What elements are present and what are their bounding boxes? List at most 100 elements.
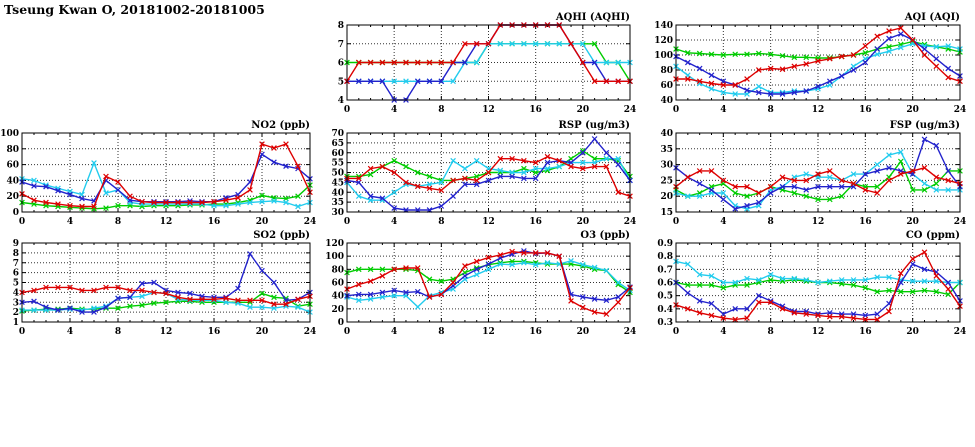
- y-tick-label: 30: [660, 161, 673, 171]
- o3-series-cyan: [344, 257, 633, 310]
- chart-title-co: CO (ppm): [906, 230, 960, 241]
- x-tick-label: 4: [720, 217, 726, 227]
- y-tick-label: 80: [660, 66, 673, 76]
- y-tick-label: 50: [331, 169, 344, 179]
- y-tick-label: 100: [0, 129, 19, 139]
- y-tick-label: 40: [660, 129, 673, 139]
- x-tick-label: 8: [438, 217, 444, 227]
- chart-title-no2: NO2 (ppb): [251, 120, 310, 131]
- y-tick-label: 0.3: [657, 318, 673, 328]
- chart-title-rsp: RSP (ug/m3): [559, 120, 630, 131]
- y-tick-label: 40: [6, 176, 19, 186]
- y-tick-label: 3: [13, 298, 19, 308]
- chart-title-fsp: FSP (ug/m3): [890, 120, 960, 131]
- y-tick-label: 35: [331, 198, 344, 208]
- rsp-series-green: [344, 147, 633, 184]
- chart-fsp: 15 20 25 30 35 40 0 4 8 12 16 20 24 FSP (ug/m3): [660, 120, 966, 227]
- x-tick-label: 24: [624, 105, 637, 115]
- x-tick-label: 8: [768, 105, 774, 115]
- y-tick-label: 120: [325, 239, 344, 249]
- chart-no2: 0 20 40 60 80 100 0 4 8 12 16 20 24 NO2 (ppb): [0, 120, 316, 227]
- x-tick-label: 8: [438, 105, 444, 115]
- page-title: Tseung Kwan O, 20181002-20181005: [4, 2, 265, 17]
- y-tick-label: 9: [13, 239, 19, 249]
- x-tick-label: 12: [160, 327, 173, 337]
- chart-title-so2: SO2 (ppb): [253, 230, 310, 241]
- chart-title-aqhi: AQHI (AQHI): [555, 12, 630, 23]
- aqi-series-cyan: [673, 40, 963, 97]
- y-tick-label: 40: [660, 96, 673, 106]
- y-tick-label: 70: [331, 129, 344, 139]
- x-tick-label: 24: [954, 217, 967, 227]
- chart-co: 0.3 0.4 0.5 0.6 0.7 0.8 0.9 0 4 8 12 16 20 24 CO (ppm): [657, 230, 966, 337]
- chart-aqi: 40 60 80 100 120 140 0 4 8 12 16 20 24 AQI (AQI): [654, 12, 966, 115]
- y-tick-label: 45: [331, 178, 344, 188]
- y-tick-label: 0.8: [657, 252, 673, 262]
- x-tick-label: 4: [391, 105, 397, 115]
- x-tick-label: 16: [859, 105, 872, 115]
- y-tick-label: 55: [331, 159, 344, 169]
- x-tick-label: 12: [812, 327, 825, 337]
- x-tick-label: 16: [529, 105, 542, 115]
- fsp-series-green: [673, 158, 963, 203]
- x-tick-label: 4: [67, 217, 73, 227]
- y-tick-label: 20: [331, 305, 344, 315]
- x-tick-label: 24: [954, 105, 967, 115]
- y-tick-label: 35: [660, 145, 673, 155]
- x-tick-label: 0: [344, 217, 350, 227]
- x-tick-label: 0: [673, 217, 679, 227]
- fsp-series-blue: [673, 136, 963, 212]
- x-tick-label: 4: [391, 327, 397, 337]
- y-tick-label: 5: [338, 77, 344, 87]
- x-tick-label: 24: [304, 327, 317, 337]
- x-tick-label: 24: [954, 327, 967, 337]
- y-tick-label: 140: [654, 21, 673, 31]
- y-tick-label: 25: [660, 176, 673, 186]
- chart-o3: 0 20 40 60 80 100 120 0 4 8 12 16 20 24 O3 (ppb): [325, 230, 636, 337]
- chart-title-o3: O3 (ppb): [580, 230, 630, 241]
- x-tick-label: 16: [859, 327, 872, 337]
- y-tick-label: 6: [338, 59, 344, 69]
- y-tick-label: 0: [13, 208, 19, 218]
- y-tick-label: 0.6: [657, 279, 673, 289]
- x-tick-label: 16: [208, 327, 221, 337]
- x-tick-label: 0: [673, 105, 679, 115]
- x-tick-label: 20: [906, 327, 919, 337]
- y-tick-label: 4: [13, 288, 19, 298]
- x-tick-label: 20: [577, 105, 590, 115]
- y-tick-label: 0.4: [657, 305, 673, 315]
- y-tick-label: 6: [13, 269, 19, 279]
- x-tick-label: 0: [344, 105, 350, 115]
- y-tick-label: 100: [325, 252, 344, 262]
- y-tick-label: 0: [338, 318, 344, 328]
- x-tick-label: 4: [67, 327, 73, 337]
- y-tick-label: 80: [331, 265, 344, 275]
- y-tick-label: 8: [13, 249, 19, 259]
- y-tick-label: 60: [660, 81, 673, 91]
- x-tick-label: 0: [344, 327, 350, 337]
- co-series-blue: [673, 261, 963, 319]
- rsp-series-blue: [344, 136, 633, 213]
- x-tick-label: 24: [624, 327, 637, 337]
- y-tick-label: 60: [331, 149, 344, 159]
- y-tick-label: 0.9: [657, 239, 673, 249]
- y-tick-label: 30: [331, 208, 344, 218]
- point-markers: [344, 136, 633, 213]
- y-tick-label: 60: [331, 279, 344, 289]
- x-tick-label: 12: [482, 217, 495, 227]
- x-tick-label: 4: [720, 105, 726, 115]
- chart-title-aqi: AQI (AQI): [904, 12, 960, 23]
- x-tick-label: 12: [812, 105, 825, 115]
- y-tick-label: 1: [13, 318, 19, 328]
- y-tick-label: 20: [6, 192, 19, 202]
- y-tick-label: 65: [331, 139, 344, 149]
- y-tick-label: 7: [338, 40, 344, 50]
- x-tick-label: 12: [160, 217, 173, 227]
- y-tick-label: 120: [654, 36, 673, 46]
- y-tick-label: 60: [6, 161, 19, 171]
- co-series-cyan: [673, 258, 963, 286]
